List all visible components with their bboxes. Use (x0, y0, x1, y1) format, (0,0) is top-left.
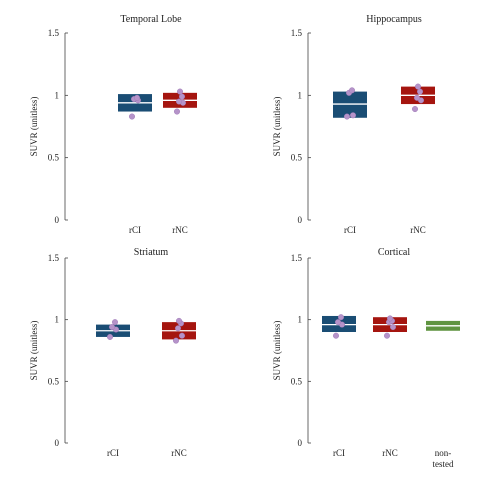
panel-3-y-tick-label-0: 0 (55, 438, 60, 448)
panel-2-title: Hippocampus (366, 14, 422, 25)
panel-4-y-tick-label-1: 0.5 (291, 376, 303, 386)
panel-3-y-tick-label-3: 1.5 (48, 253, 60, 263)
panel-4-point-1-0 (384, 332, 391, 339)
panel-2-y-tick-label-3: 1.5 (291, 28, 303, 38)
panel-3-category-label-1-0: rNC (171, 448, 187, 458)
panel-3-y-tick-label-2: 1 (55, 315, 60, 325)
panel-1-point-1-2 (175, 98, 182, 105)
panel-2-y-tick-label-0: 0 (298, 215, 303, 225)
panel-1-title: Temporal Lobe (120, 14, 182, 25)
panel-4-point-0-3 (338, 314, 345, 321)
panel-2-category-label-0-0: rCI (344, 225, 356, 235)
panel-4-category-label-1-0: rNC (382, 448, 398, 458)
panel-2-point-1-3 (417, 88, 424, 95)
panel-3-category-label-0-0: rCI (107, 448, 119, 458)
panel-1-y-tick-label-3: 1.5 (48, 28, 60, 38)
panel-2-point-1-4 (415, 83, 422, 90)
panel-3-point-0-2 (108, 324, 115, 331)
panel-4-point-0-0 (333, 332, 340, 339)
panel-3-title: Striatum (134, 247, 169, 258)
panel-4-category-label-2-1: tested (433, 459, 454, 469)
panel-4-point-1-1 (390, 324, 397, 331)
panel-4-y-tick-label-3: 1.5 (291, 253, 303, 263)
panel-4-y-tick-label-0: 0 (298, 438, 303, 448)
panel-2-y-tick-label-1: 0.5 (291, 153, 303, 163)
panel-1-y-tick-label-0: 0 (55, 215, 60, 225)
panel-2-category-label-1-0: rNC (410, 225, 426, 235)
panel-1-point-1-4 (176, 88, 183, 95)
panel-4-category-label-2-0: non- (435, 448, 452, 458)
panel-4-y-axis-label: SUVR (unitless) (272, 321, 282, 381)
panel-3-point-1-0 (172, 337, 179, 344)
panel-3-y-tick-label-1: 0.5 (48, 376, 60, 386)
panel-2-point-0-1 (350, 112, 357, 119)
panel-2-point-0-0 (344, 113, 351, 120)
panel-3-point-1-2 (174, 325, 181, 332)
panel-1-y-tick-label-2: 1 (55, 90, 60, 100)
panel-3-y-axis-label: SUVR (unitless) (29, 321, 39, 381)
panel-4-title: Cortical (378, 247, 410, 258)
panel-1-category-label-0-0: rCI (129, 225, 141, 235)
panel-4-y-tick-label-2: 1 (298, 315, 303, 325)
panel-1-y-tick-label-1: 0.5 (48, 153, 60, 163)
panel-1-category-label-1-0: rNC (172, 225, 188, 235)
panel-1-point-1-0 (173, 108, 180, 115)
panel-2-point-1-0 (412, 106, 419, 113)
panel-2-y-axis-label: SUVR (unitless) (272, 97, 282, 157)
panel-3-point-1-1 (178, 332, 185, 339)
panel-2-y-tick-label-2: 1 (298, 90, 303, 100)
panel-2-point-1-2 (414, 94, 421, 101)
panel-2-point-0-3 (349, 87, 356, 94)
panel-4-category-label-0-0: rCI (333, 448, 345, 458)
panel-1-point-0-0 (128, 113, 135, 120)
panel-1-y-axis-label: SUVR (unitless) (29, 97, 39, 157)
panel-1-point-0-3 (133, 94, 140, 101)
panel-3-point-0-3 (111, 319, 118, 326)
panel-4-point-1-4 (387, 315, 394, 322)
panel-4-point-0-2 (335, 319, 342, 326)
panel-1-point-1-3 (178, 93, 185, 100)
panel-3-point-1-4 (175, 317, 182, 324)
panel-3-point-0-0 (106, 333, 113, 340)
